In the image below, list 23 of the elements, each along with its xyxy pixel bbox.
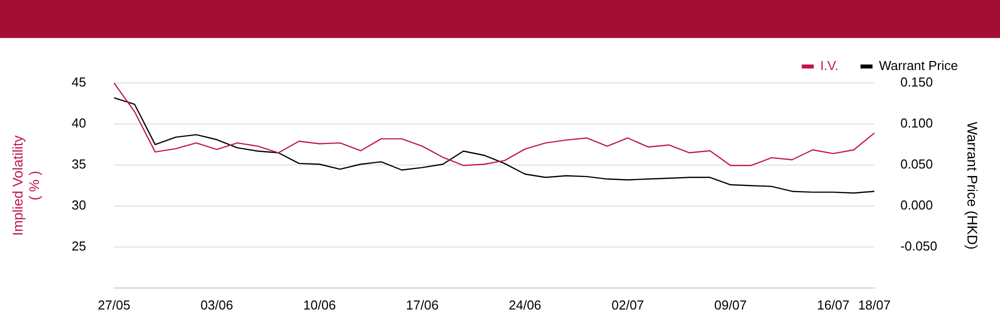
- legend-label: Warrant Price: [879, 58, 958, 74]
- y2-tick-label: 0.050: [900, 156, 933, 172]
- x-tick-label: 09/07: [714, 298, 747, 313]
- x-tick-label: 16/07: [816, 298, 850, 313]
- y-axis-title: Implied Volatility ( % ): [9, 135, 42, 236]
- y-tick-label: 40: [72, 116, 86, 131]
- y2-tick-label: 0.100: [900, 116, 933, 131]
- x-tick-label: 10/06: [303, 298, 336, 313]
- x-tick-label: 02/07: [611, 298, 644, 313]
- y-tick-label: 45: [72, 74, 86, 90]
- y2-axis-title: Warrant Price (HKD): [964, 122, 981, 250]
- x-tick-label: 24/06: [508, 298, 542, 313]
- y-tick-label: 30: [72, 198, 86, 213]
- x-tick-label: 03/06: [200, 298, 234, 313]
- y-tick-label: 25: [72, 238, 86, 254]
- y2-tick-label: -0.050: [900, 238, 938, 254]
- y-tick-label: 35: [72, 156, 86, 172]
- x-tick-label: 18/07: [858, 298, 891, 313]
- x-tick-label: 17/06: [406, 298, 439, 313]
- y2-tick-label: 0.150: [900, 74, 933, 90]
- y2-tick-label: 0.000: [900, 198, 933, 213]
- legend-label: I.V.: [820, 58, 839, 74]
- x-tick-label: 27/05: [98, 298, 130, 313]
